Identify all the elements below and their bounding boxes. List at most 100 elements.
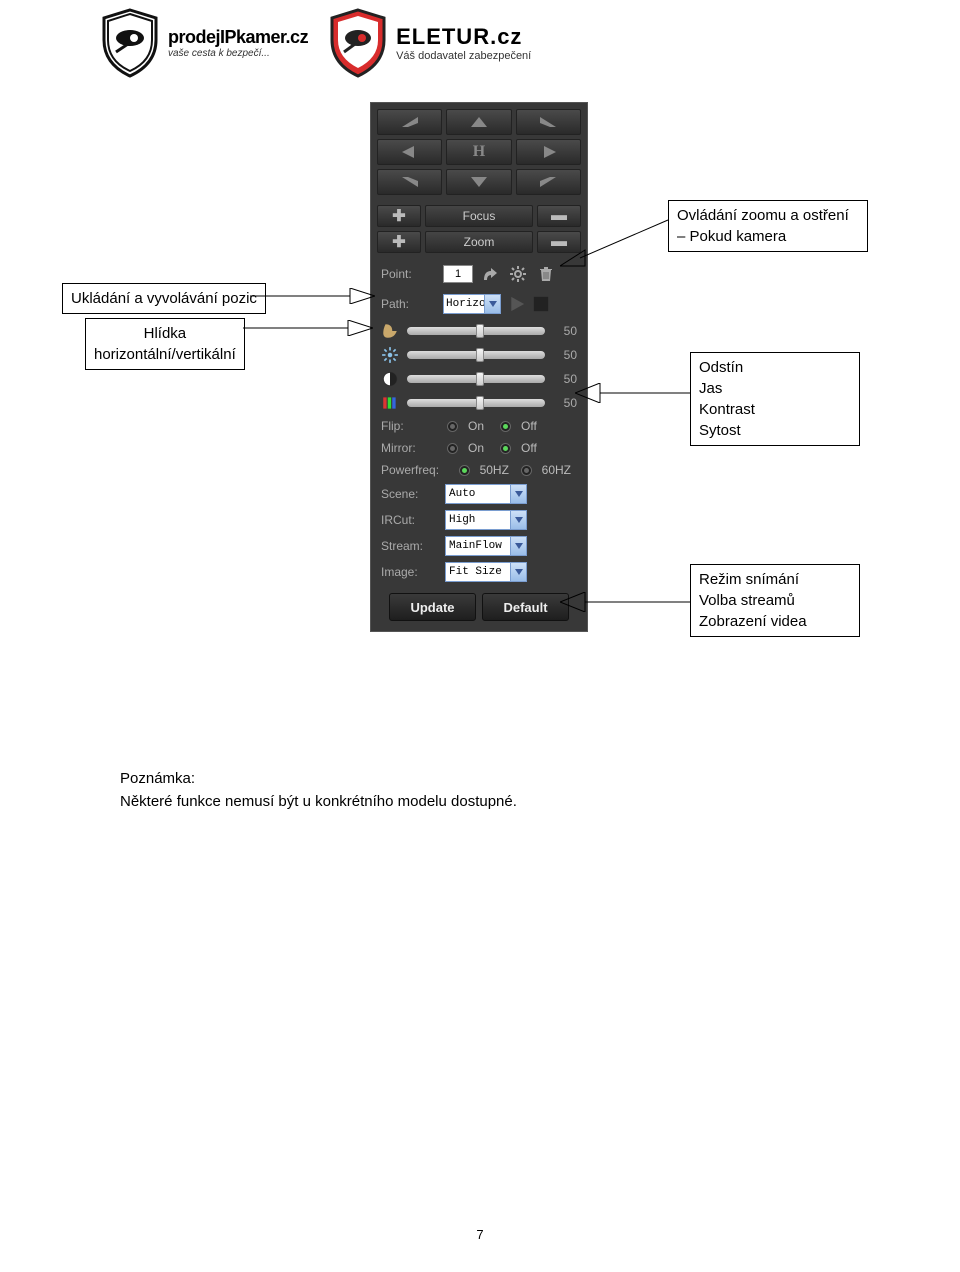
chevron-down-icon — [484, 295, 500, 313]
arrow-icon — [560, 218, 670, 268]
ptz-down-left[interactable] — [377, 169, 442, 195]
ptz-home-label: H — [473, 143, 485, 161]
slider-saturation-value: 50 — [553, 396, 577, 410]
callout-zoom: Ovládání zoomu a ostření – Pokud kamera — [668, 200, 868, 252]
goto-preset-icon[interactable] — [479, 264, 501, 284]
powerfreq-label: Powerfreq: — [381, 463, 449, 477]
image-value: Fit Size — [449, 566, 502, 578]
mirror-off-label: Off — [521, 441, 537, 455]
arrow-icon — [560, 592, 692, 612]
ptz-down[interactable] — [446, 169, 511, 195]
mirror-row: Mirror: On Off — [371, 437, 587, 459]
image-row: Image: Fit Size — [371, 559, 587, 585]
trash-icon[interactable] — [535, 264, 557, 284]
image-label: Image: — [381, 565, 437, 579]
scene-row: Scene: Auto — [371, 481, 587, 507]
logo1-sub: vaše cesta k bezpečí... — [168, 48, 308, 59]
point-row: Point: 1 — [371, 259, 587, 289]
logo2-sub: Váš dodavatel zabezpečení — [396, 50, 531, 62]
slider-saturation: 50 — [371, 391, 587, 415]
chevron-down-icon — [510, 511, 526, 529]
mirror-on-radio[interactable] — [447, 443, 458, 454]
callout-adjust-1: Odstín — [699, 357, 851, 378]
chevron-down-icon — [510, 485, 526, 503]
callout-patrol-2: horizontální/vertikální — [94, 344, 236, 365]
slider-brightness-track[interactable] — [407, 351, 545, 359]
callout-adjust: Odstín Jas Kontrast Sytost — [690, 352, 860, 446]
callout-adjust-4: Sytost — [699, 420, 851, 441]
note-text: Některé funkce nemusí být u konkrétního … — [120, 791, 517, 814]
flip-off-radio[interactable] — [500, 421, 511, 432]
slider-hue-track[interactable] — [407, 327, 545, 335]
callout-patrol: Hlídka horizontální/vertikální — [85, 318, 245, 370]
freq-50-radio[interactable] — [459, 465, 470, 476]
stream-select[interactable]: MainFlow — [445, 536, 527, 556]
arrow-icon — [575, 383, 693, 403]
path-select[interactable]: Horizo — [443, 294, 501, 314]
note-block: Poznámka: Některé funkce nemusí být u ko… — [120, 768, 517, 813]
freq-60-radio[interactable] — [521, 465, 532, 476]
page-header: prodejIPkamer.cz vaše cesta k bezpečí...… — [100, 8, 531, 78]
page-number: 7 — [0, 1227, 960, 1242]
ptz-up-right[interactable] — [516, 109, 581, 135]
logo-prodej: prodejIPkamer.cz vaše cesta k bezpečí... — [100, 8, 308, 78]
zoom-plus[interactable]: ✚ — [377, 231, 421, 253]
ircut-row: IRCut: High — [371, 507, 587, 533]
callout-adjust-3: Kontrast — [699, 399, 851, 420]
slider-contrast-value: 50 — [553, 372, 577, 386]
slider-hue: 50 — [371, 319, 587, 343]
callout-adjust-2: Jas — [699, 378, 851, 399]
logo-eletur: ELETUR.cz Váš dodavatel zabezpečení — [328, 8, 531, 78]
ptz-down-right[interactable] — [516, 169, 581, 195]
callout-mode-3: Zobrazení videa — [699, 611, 851, 632]
scene-label: Scene: — [381, 487, 437, 501]
ptz-left[interactable] — [377, 139, 442, 165]
path-value: Horizo — [446, 298, 486, 310]
arrow-icon — [243, 320, 373, 336]
mirror-on-label: On — [468, 441, 484, 455]
update-button[interactable]: Update — [389, 593, 476, 621]
ptz-up[interactable] — [446, 109, 511, 135]
callout-mode-1: Režim snímání — [699, 569, 851, 590]
flip-on-label: On — [468, 419, 484, 433]
note-label: Poznámka: — [120, 768, 517, 791]
zoom-label: Zoom — [425, 231, 533, 253]
image-select[interactable]: Fit Size — [445, 562, 527, 582]
scene-select[interactable]: Auto — [445, 484, 527, 504]
scene-value: Auto — [449, 488, 475, 500]
ircut-label: IRCut: — [381, 513, 437, 527]
gear-icon[interactable] — [507, 264, 529, 284]
default-button[interactable]: Default — [482, 593, 569, 621]
stream-label: Stream: — [381, 539, 437, 553]
slider-contrast: 50 — [371, 367, 587, 391]
ptz-right[interactable] — [516, 139, 581, 165]
slider-contrast-track[interactable] — [407, 375, 545, 383]
mirror-off-radio[interactable] — [500, 443, 511, 454]
logo2-main: ELETUR.cz — [396, 24, 531, 50]
flip-on-radio[interactable] — [447, 421, 458, 432]
ircut-select[interactable]: High — [445, 510, 527, 530]
camera-control-panel: H ✚ Focus ▬ ✚ Zoom ▬ Point: 1 Path: Hori… — [370, 102, 588, 632]
path-play-icon[interactable] — [507, 294, 527, 314]
slider-brightness: 50 — [371, 343, 587, 367]
path-stop-icon[interactable] — [531, 294, 551, 314]
callout-mode-2: Volba streamů — [699, 590, 851, 611]
powerfreq-row: Powerfreq: 50HZ 60HZ — [371, 459, 587, 481]
shield-icon-1 — [100, 8, 160, 78]
slider-saturation-track[interactable] — [407, 399, 545, 407]
slider-brightness-value: 50 — [553, 348, 577, 362]
mirror-label: Mirror: — [381, 441, 437, 455]
focus-plus[interactable]: ✚ — [377, 205, 421, 227]
freq-60-label: 60HZ — [542, 463, 571, 477]
ptz-home[interactable]: H — [446, 139, 511, 165]
point-label: Point: — [381, 267, 437, 281]
ptz-up-left[interactable] — [377, 109, 442, 135]
path-row: Path: Horizo — [371, 289, 587, 319]
ircut-value: High — [449, 514, 475, 526]
focus-label: Focus — [425, 205, 533, 227]
shield-icon-2 — [328, 8, 388, 78]
saturation-icon — [381, 394, 399, 412]
freq-50-label: 50HZ — [480, 463, 509, 477]
point-input[interactable]: 1 — [443, 265, 473, 283]
brightness-icon — [381, 346, 399, 364]
